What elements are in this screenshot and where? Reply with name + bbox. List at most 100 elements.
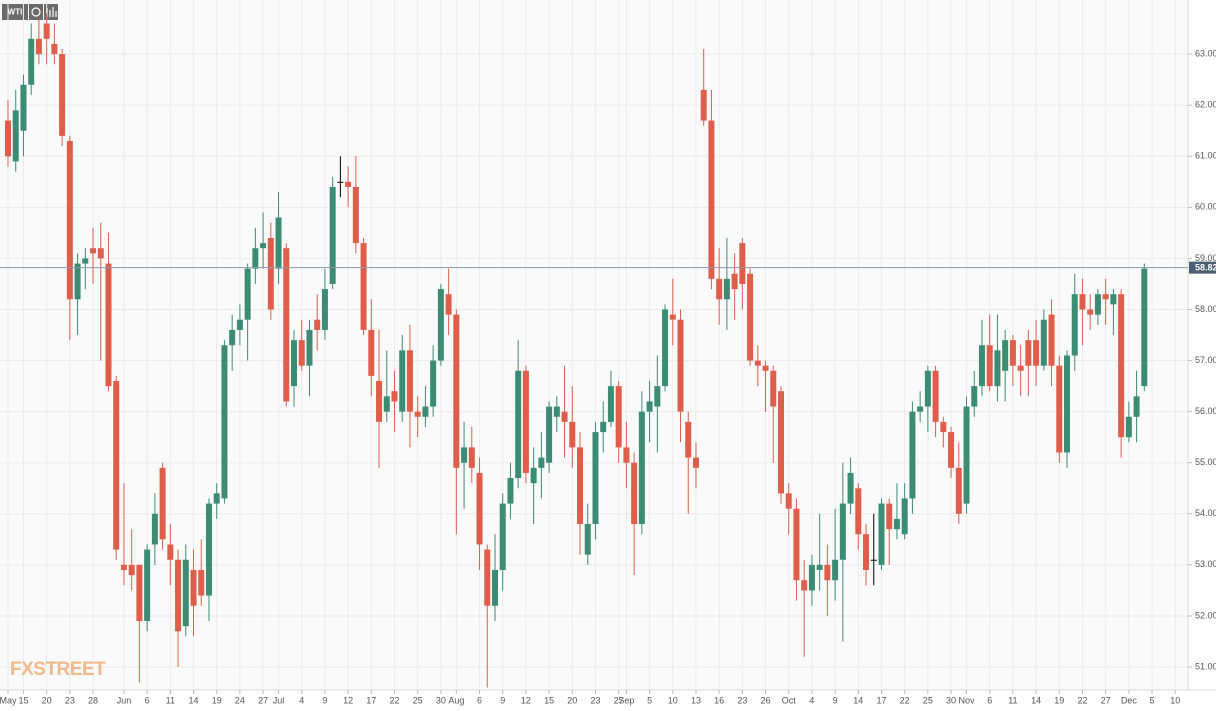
- candle-body: [260, 243, 267, 249]
- y-tick-label: 52.00: [1195, 610, 1216, 620]
- candle-body: [607, 386, 614, 422]
- x-tick-label: 30: [436, 695, 446, 705]
- candle-body: [360, 243, 367, 330]
- y-tick-label: 57.00: [1195, 355, 1216, 365]
- candle-body: [1002, 340, 1009, 371]
- candle-body: [35, 38, 42, 55]
- x-tick-label: 13: [691, 695, 701, 705]
- x-tick-label: 25: [923, 695, 933, 705]
- candle-body: [368, 329, 375, 376]
- candle-body: [1133, 396, 1140, 417]
- candle-body: [314, 319, 321, 330]
- x-tick-label: Jun: [117, 695, 132, 705]
- candle-body: [213, 493, 220, 504]
- x-tick-label: Dec: [1121, 695, 1138, 705]
- current-price-box: [1189, 261, 1216, 274]
- candle-body: [530, 467, 537, 484]
- candle-body: [886, 503, 893, 530]
- candle-body: [700, 89, 707, 121]
- x-tick-label: 19: [212, 695, 222, 705]
- x-tick-label: 4: [299, 695, 304, 705]
- candle-body: [917, 406, 924, 412]
- candle-body: [97, 248, 104, 259]
- candle-body: [345, 181, 352, 187]
- candle-body: [159, 467, 166, 540]
- candle-body: [283, 248, 290, 402]
- candle-body: [546, 406, 553, 463]
- candle-body: [538, 457, 545, 468]
- candle-body: [940, 421, 947, 433]
- candle-body: [66, 140, 73, 300]
- candle-body: [754, 360, 761, 366]
- candle-body: [236, 319, 243, 330]
- candle-body: [244, 268, 251, 320]
- x-tick-label: 11: [166, 695, 175, 705]
- candle-body: [723, 278, 730, 300]
- x-tick-label: 15: [544, 695, 554, 705]
- y-tick-label: 53.00: [1195, 559, 1216, 569]
- x-tick-label: Nov: [959, 695, 976, 705]
- candle-body: [175, 559, 182, 632]
- x-tick-label: 12: [521, 695, 531, 705]
- candle-body: [1048, 314, 1055, 366]
- candle-body: [298, 340, 305, 366]
- candle-body: [924, 370, 931, 407]
- candle-body: [59, 54, 66, 136]
- x-tick-label: 22: [389, 695, 399, 705]
- candle-body: [221, 345, 228, 499]
- candle-body: [414, 411, 421, 417]
- x-tick-label: 4: [809, 695, 814, 705]
- candle-body: [986, 345, 993, 387]
- candle-body: [90, 248, 97, 254]
- candle-body: [491, 569, 498, 606]
- y-tick-label: 60.00: [1195, 202, 1216, 212]
- x-tick-label: 22: [1077, 695, 1087, 705]
- candle-body: [692, 457, 699, 468]
- refresh-button[interactable]: [29, 4, 43, 20]
- candle-body: [1125, 416, 1132, 438]
- watermark: FXSTREET: [10, 659, 106, 680]
- candle-body: [623, 447, 630, 463]
- candle-body: [329, 186, 336, 284]
- candle-body: [144, 549, 151, 622]
- candle-body: [198, 569, 205, 596]
- candle-body: [507, 478, 514, 504]
- candle-body: [878, 503, 885, 565]
- candle-body: [994, 350, 1001, 387]
- x-tick-label: 16: [714, 695, 724, 705]
- candle-body: [5, 120, 11, 157]
- candle-body: [662, 309, 669, 387]
- x-tick-label: 14: [189, 695, 199, 705]
- candle-body: [847, 472, 854, 504]
- candle-body: [855, 488, 862, 535]
- toolbar: WTI: [2, 4, 58, 20]
- candle-body: [468, 447, 475, 468]
- candle-body: [128, 564, 135, 576]
- candle-body: [824, 564, 831, 581]
- candle-body: [484, 549, 491, 606]
- candle-body: [677, 319, 684, 412]
- candle-body: [739, 243, 746, 284]
- candle-body: [190, 569, 197, 606]
- candle-body: [229, 329, 236, 346]
- x-tick-label: May: [0, 695, 17, 705]
- candle-body: [337, 181, 344, 183]
- candle-body: [955, 467, 962, 514]
- x-tick-label: 14: [1031, 695, 1041, 705]
- candle-body: [105, 263, 112, 387]
- x-tick-label: 10: [1170, 695, 1180, 705]
- candle-body: [437, 289, 444, 361]
- candle-body: [569, 421, 576, 448]
- candle-body: [685, 421, 692, 458]
- y-tick-label: 59.00: [1195, 253, 1216, 263]
- x-tick-label: 24: [235, 695, 245, 705]
- candle-body: [461, 447, 468, 463]
- candle-body: [863, 534, 870, 570]
- x-tick-label: 27: [614, 695, 624, 705]
- candle-body: [638, 411, 645, 525]
- candle-body: [832, 559, 839, 581]
- candle-body: [1025, 340, 1032, 366]
- candle-body: [631, 462, 638, 525]
- x-tick-label: 22: [900, 695, 910, 705]
